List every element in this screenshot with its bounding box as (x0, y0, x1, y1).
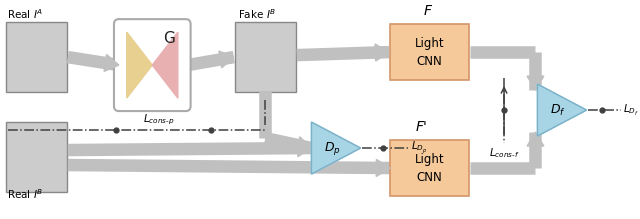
Polygon shape (375, 44, 389, 61)
Text: Real $I^A$: Real $I^A$ (7, 7, 44, 21)
Text: CNN: CNN (417, 171, 442, 184)
Text: Real $I^B$: Real $I^B$ (7, 187, 44, 201)
Bar (390, 140, 468, 196)
Polygon shape (298, 140, 312, 157)
Text: $D_p$: $D_p$ (324, 140, 340, 157)
Text: $D_f$: $D_f$ (550, 102, 566, 118)
Polygon shape (527, 132, 544, 146)
Text: $L_{cons\text{-}p}$: $L_{cons\text{-}p}$ (143, 113, 175, 127)
Polygon shape (127, 32, 152, 98)
Text: CNN: CNN (417, 55, 442, 68)
Polygon shape (296, 137, 312, 154)
Bar (235, 22, 296, 92)
Text: F': F' (415, 120, 428, 134)
Text: Light: Light (415, 153, 444, 166)
Polygon shape (152, 32, 178, 98)
Bar (390, 24, 468, 80)
Text: Fake $I^B$: Fake $I^B$ (238, 7, 276, 21)
Polygon shape (312, 122, 360, 174)
FancyBboxPatch shape (114, 19, 191, 111)
Text: G: G (163, 31, 175, 46)
Bar (6, 122, 67, 192)
Polygon shape (104, 55, 119, 71)
Polygon shape (527, 76, 544, 90)
Text: $L_{D_f}$: $L_{D_f}$ (623, 102, 639, 118)
Bar (6, 22, 67, 92)
Text: F: F (424, 4, 431, 18)
Polygon shape (538, 84, 587, 136)
Text: $L_{D_p}$: $L_{D_p}$ (411, 140, 427, 156)
Text: Light: Light (415, 37, 444, 50)
Polygon shape (376, 159, 390, 177)
Polygon shape (219, 51, 234, 68)
Text: $L_{cons\text{-}f}$: $L_{cons\text{-}f}$ (489, 146, 520, 160)
